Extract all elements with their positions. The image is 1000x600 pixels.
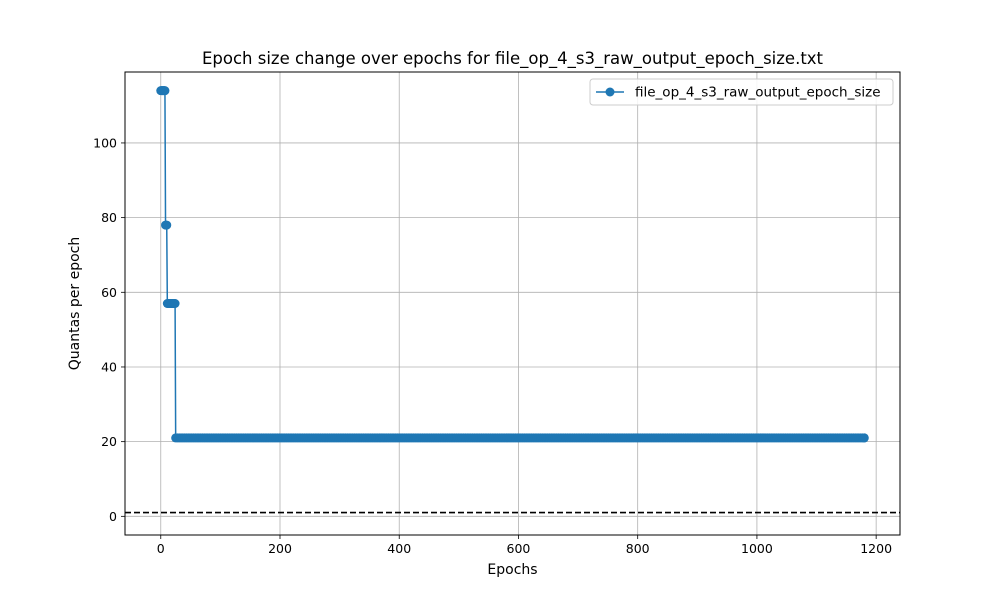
y-tick-label: 100 — [93, 135, 117, 150]
y-axis-label: Quantas per epoch — [67, 237, 83, 371]
y-ticks: 0 20 40 60 80 100 — [93, 135, 125, 524]
x-ticks: 0 200 400 600 800 1000 1200 — [157, 535, 892, 556]
y-tick-label: 20 — [101, 434, 117, 449]
x-tick-label: 0 — [157, 541, 165, 556]
y-tick-label: 0 — [109, 509, 117, 524]
data-point — [160, 86, 170, 96]
y-tick-label: 40 — [101, 359, 117, 374]
legend-label: file_op_4_s3_raw_output_epoch_size — [635, 85, 881, 101]
y-tick-label: 60 — [101, 285, 117, 300]
x-tick-label: 400 — [387, 541, 411, 556]
chart-title: Epoch size change over epochs for file_o… — [202, 49, 824, 69]
data-point — [170, 299, 180, 308]
legend-box — [589, 78, 894, 106]
plot-frame — [124, 71, 901, 536]
data-point — [859, 433, 869, 443]
x-axis-label: Epochs — [487, 562, 537, 578]
x-tick-label: 1200 — [860, 541, 892, 556]
grid — [125, 72, 900, 535]
x-tick-label: 1000 — [741, 541, 773, 556]
legend-marker-swatch — [605, 87, 615, 97]
legend: file_op_4_s3_raw_output_epoch_size — [589, 78, 894, 106]
x-tick-label: 200 — [268, 541, 292, 556]
data-point — [162, 220, 172, 230]
y-tick-label: 80 — [101, 210, 117, 225]
series-group — [156, 86, 869, 443]
x-tick-label: 600 — [507, 541, 531, 556]
x-tick-label: 800 — [626, 541, 650, 556]
